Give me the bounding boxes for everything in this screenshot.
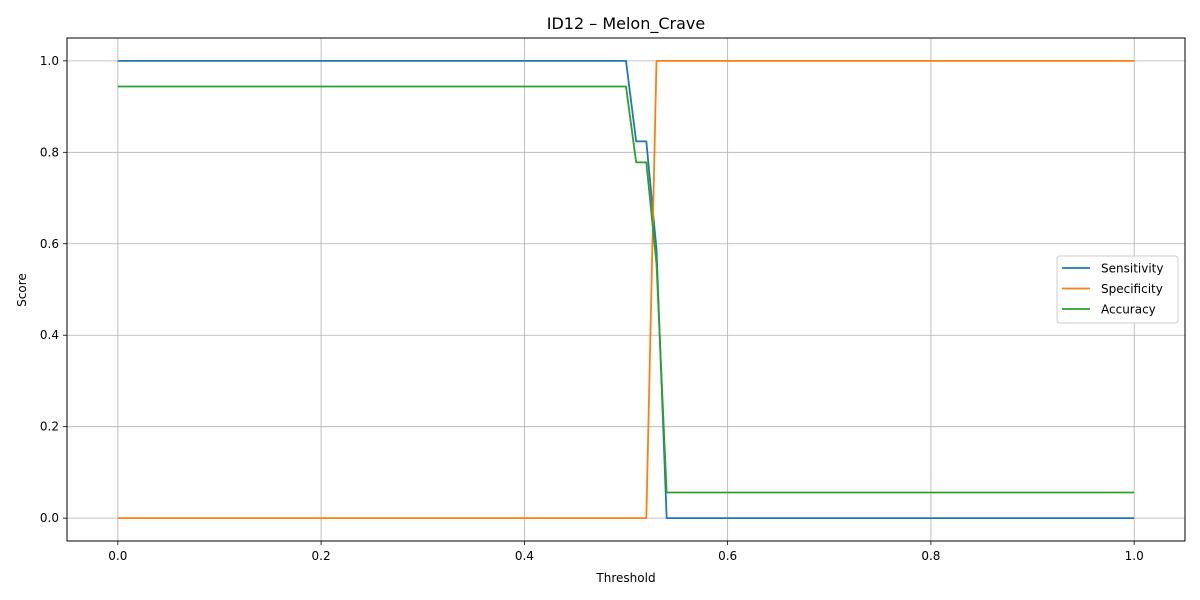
y-tick-label: 1.0 (40, 54, 59, 68)
legend-label-specificity: Specificity (1101, 282, 1163, 296)
y-tick-label: 0.2 (40, 420, 59, 434)
legend-label-accuracy: Accuracy (1101, 303, 1156, 317)
x-tick-label: 0.2 (312, 549, 331, 563)
y-tick-label: 0.4 (40, 328, 59, 342)
x-tick-label: 0.6 (718, 549, 737, 563)
legend-label-sensitivity: Sensitivity (1101, 262, 1163, 276)
x-axis-label: Threshold (595, 571, 655, 585)
y-tick-label: 0.0 (40, 511, 59, 525)
x-tick-label: 0.4 (515, 549, 534, 563)
legend: Sensitivity Specificity Accuracy (1057, 256, 1178, 323)
chart-title: ID12 – Melon_Crave (547, 14, 705, 34)
x-tick-label: 0.8 (921, 549, 940, 563)
y-axis-label: Score (15, 273, 29, 307)
x-tick-label: 1.0 (1125, 549, 1144, 563)
y-tick-label: 0.6 (40, 237, 59, 251)
x-tick-label: 0.0 (108, 549, 127, 563)
y-tick-label: 0.8 (40, 145, 59, 159)
